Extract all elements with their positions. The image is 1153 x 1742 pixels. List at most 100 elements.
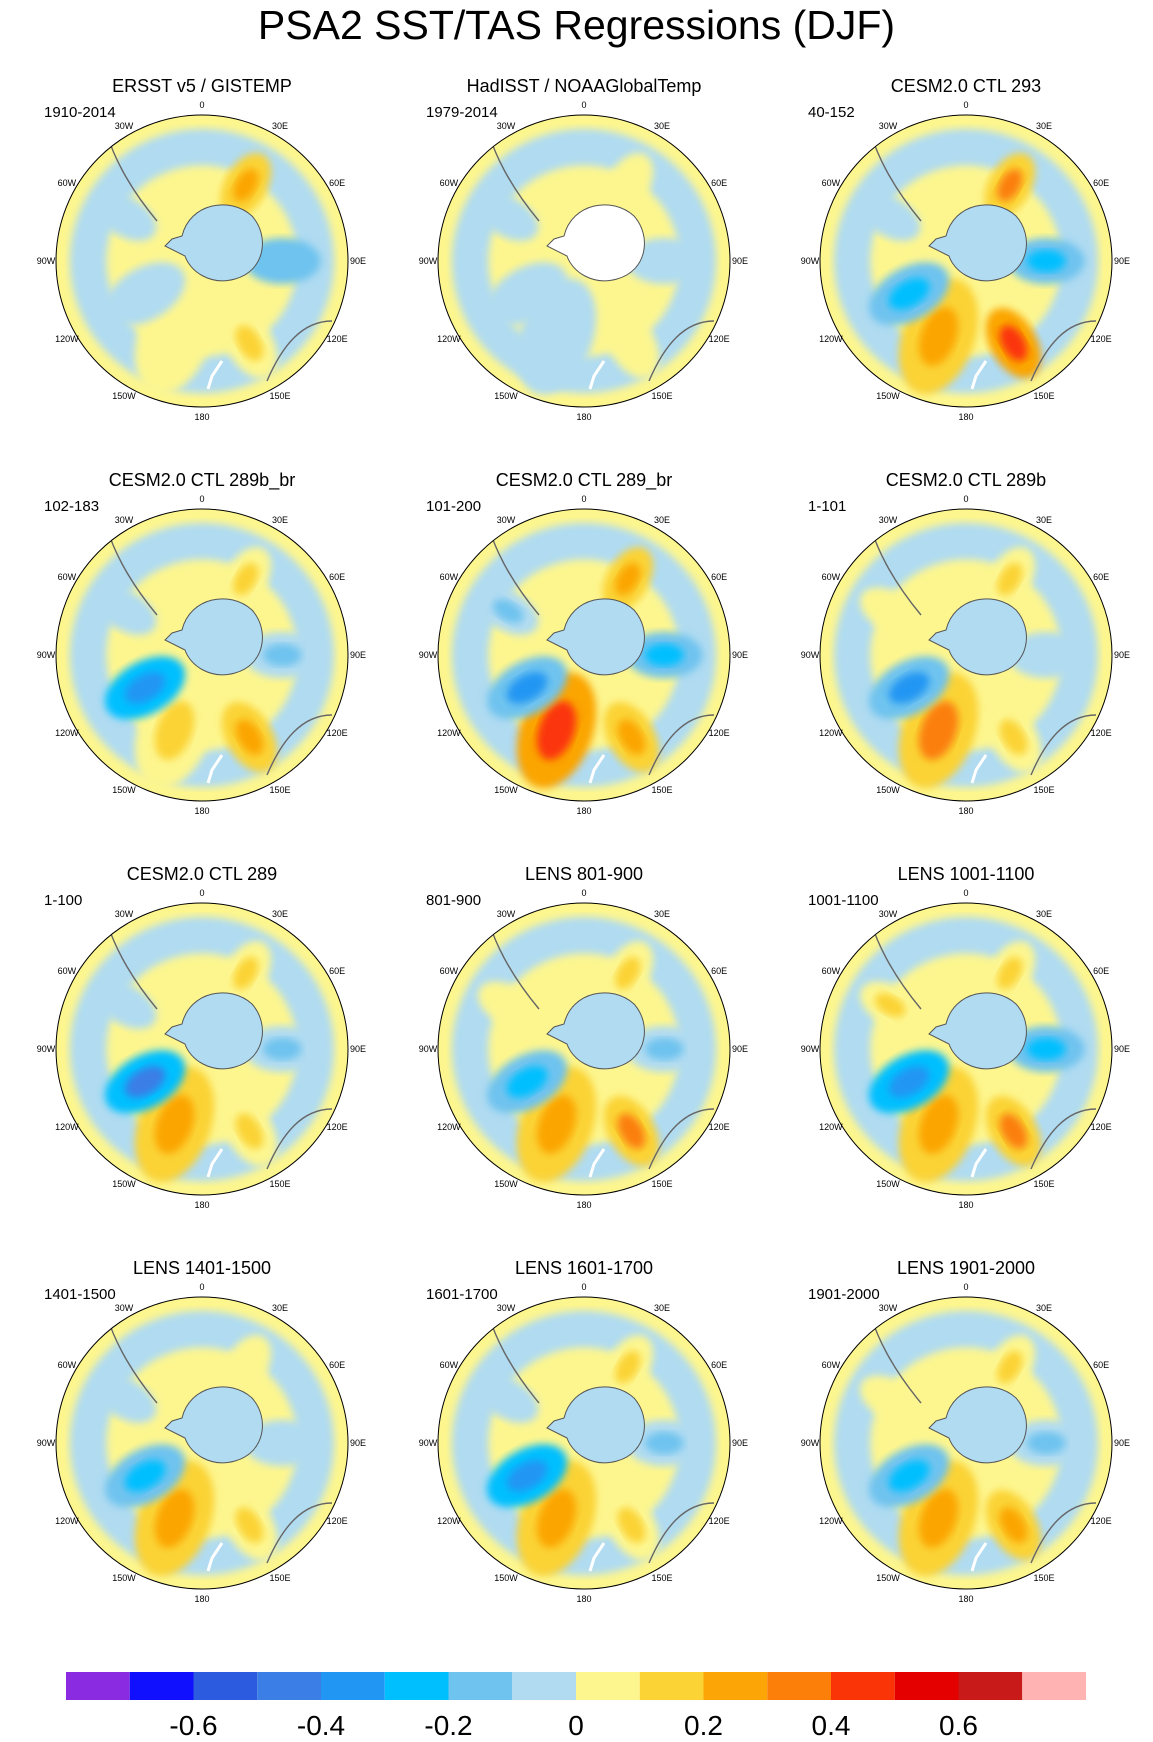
new-zealand [588,360,606,390]
longitude-label: 30W [497,515,516,525]
new-zealand [970,1542,988,1572]
longitude-label: 30W [497,909,516,919]
antarctica-outline [546,992,645,1070]
map-panel: LENS 801-900 0 30E 60E 90E 120E 150E 180 150W 120… [392,864,776,1260]
colorbar-tick-label: 0 [568,1710,584,1741]
longitude-label: 60E [711,178,727,188]
longitude-label: 120E [327,1122,348,1132]
map-boundary [55,114,349,408]
antarctica-outline [164,598,263,676]
anomaly-core [536,1095,577,1154]
new-zealand [970,754,988,784]
australia-coast [648,714,715,776]
anomaly-core [888,278,930,310]
longitude-label: 30E [654,1303,670,1313]
longitude-label: 90W [419,1438,438,1448]
anomaly-core [644,1431,684,1455]
longitude-label: 120E [1091,1516,1112,1526]
longitude-label: 60E [329,966,345,976]
longitude-label: 0 [199,1282,204,1292]
new-zealand [206,360,224,390]
anomaly-core [154,1489,195,1548]
map-boundary [55,508,349,802]
anomaly-core [999,719,1028,755]
colorbar-tick-label: -0.4 [297,1710,345,1741]
polar-map: 0 30E 60E 90E 120E 150E 180 150W 120W 90W 60W 30W [801,1282,1130,1604]
polar-map: 0 30E 60E 90E 120E 150E 180 150W 120W 90W 60W 30W [419,494,748,816]
longitude-label: 180 [194,1200,209,1210]
panel-title: CESM2.0 CTL 289b [885,470,1047,490]
longitude-label: 90W [801,1044,820,1054]
longitude-label: 30E [272,121,288,131]
longitude-label: 120W [819,1516,843,1526]
australia-coast [1030,714,1097,776]
longitude-label: 90E [732,1438,748,1448]
map-boundary [437,114,731,408]
anomaly-core [918,1095,959,1154]
new-zealand [970,1148,988,1178]
anomaly-core [536,701,577,760]
longitude-label: 150E [1033,1179,1054,1189]
longitude-label: 30E [1036,1303,1052,1313]
longitude-label: 120W [55,728,79,738]
longitude-label: 60E [1093,1360,1109,1370]
longitude-label: 180 [958,1200,973,1210]
longitude-label: 60W [822,178,841,188]
map-panel: HadISST / NOAAGlobalTemp 0 30E 60E 90E 120E 15… [392,76,776,472]
longitude-label: 0 [199,100,204,110]
panel-title: CESM2.0 CTL 289 [126,864,278,884]
antarctica-outline [164,992,263,1070]
longitude-label: 150W [876,1573,900,1583]
australia-coast [266,714,333,776]
longitude-label: 150E [651,1573,672,1583]
longitude-label: 60E [711,572,727,582]
longitude-label: 120E [327,728,348,738]
anomaly-core [492,993,524,1017]
longitude-label: 120E [709,334,730,344]
antarctica-outline [928,204,1027,282]
anomaly-core [888,1460,930,1492]
anomaly-core [997,956,1023,990]
anomaly-core [124,1460,166,1492]
anomaly-core [617,1113,646,1149]
polar-map: 0 30E 60E 90E 120E 150E 180 150W 120W 90W 60W 30W [801,888,1130,1210]
longitude-label: 0 [581,100,586,110]
longitude-label: 180 [576,412,591,422]
australia-coast [266,320,333,382]
anomaly-core [536,1489,577,1548]
longitude-label: 30W [879,515,898,525]
longitude-label: 90W [419,1044,438,1054]
anomaly-core [233,168,259,202]
longitude-label: 60W [58,178,77,188]
map-panel: CESM2.0 CTL 293 0 30E 60E 90E 120E 150E 180 150W… [774,76,1153,472]
longitude-label: 120W [437,1122,461,1132]
longitude-label: 150E [269,785,290,795]
antarctica-outline [164,1386,263,1464]
longitude-label: 60W [440,1360,459,1370]
longitude-label: 120W [819,334,843,344]
longitude-label: 180 [194,806,209,816]
longitude-label: 150W [876,1179,900,1189]
panel-title: CESM2.0 CTL 289b_br [108,470,296,490]
colorbar-tick-label: -0.2 [424,1710,472,1741]
map-panel: LENS 1001-1100 0 30E 60E 90E 120E 150E 180 150W 1… [774,864,1153,1260]
anomaly-core [154,307,195,366]
longitude-label: 90W [37,650,56,660]
australia-coast [648,1108,715,1170]
colorbar-swatch [321,1672,385,1700]
colorbar-swatch [767,1672,831,1700]
longitude-label: 60W [822,572,841,582]
longitude-label: 90W [37,1044,56,1054]
longitude-label: 0 [581,1282,586,1292]
colorbar-swatch [384,1672,449,1700]
longitude-label: 180 [958,412,973,422]
australia-coast [266,1502,333,1564]
antarctica-outline [546,204,645,282]
longitude-label: 150E [269,1179,290,1189]
map-boundary [55,902,349,1196]
colorbar-swatch [448,1672,513,1700]
map-boundary [55,1296,349,1590]
longitude-label: 60E [1093,966,1109,976]
anomaly-core [154,1095,195,1154]
longitude-label: 60W [58,966,77,976]
